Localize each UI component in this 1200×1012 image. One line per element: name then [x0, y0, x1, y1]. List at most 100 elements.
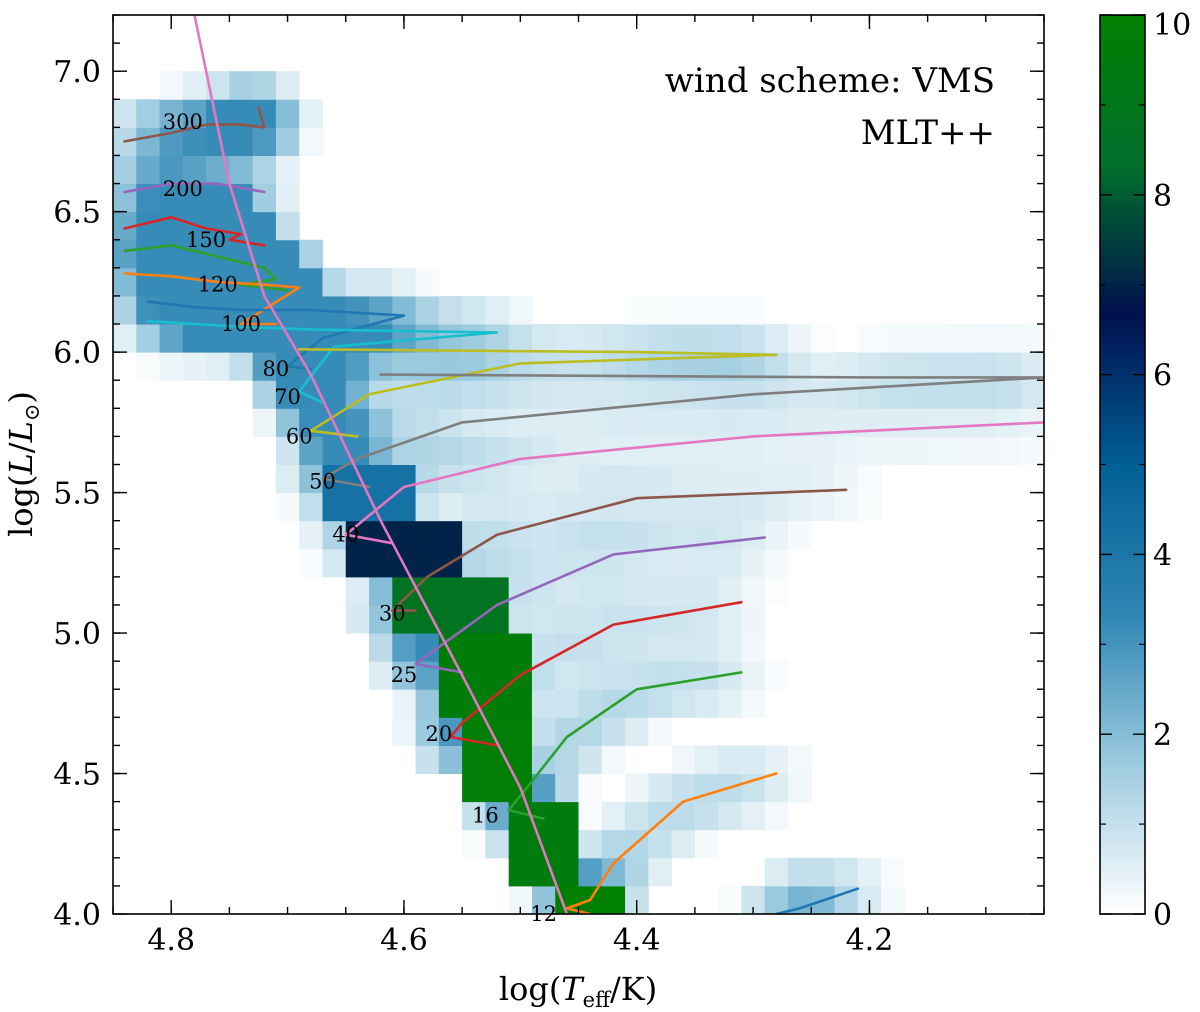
- heatmap-cell: [206, 99, 230, 128]
- heatmap-cell: [182, 352, 207, 381]
- heatmap-cell: [625, 576, 649, 606]
- track-20: [449, 600, 743, 747]
- heatmap-cell: [625, 885, 649, 914]
- heatmap-cell: [508, 464, 533, 494]
- heatmap-cell: [369, 576, 393, 606]
- heatmap-cell: [834, 492, 859, 522]
- heatmap-cell: [485, 576, 510, 606]
- heatmap-cell: [438, 661, 463, 690]
- heatmap-cell: [531, 661, 556, 690]
- heatmap-cell: [718, 548, 742, 578]
- heatmap-cell: [648, 829, 673, 859]
- heatmap-cell: [904, 352, 929, 381]
- heatmap-cell: [1020, 436, 1044, 465]
- track-80: [146, 300, 406, 371]
- heatmap-cell: [718, 745, 742, 775]
- heatmap-cell: [159, 183, 184, 213]
- heatmap-cell: [578, 801, 603, 831]
- heatmap-cell: [694, 801, 719, 831]
- heatmap-cell: [625, 689, 649, 718]
- heatmap-cell: [601, 829, 626, 859]
- heatmap-cell: [857, 492, 882, 522]
- heatmap-cell: [531, 801, 556, 831]
- heatmap-cell: [671, 324, 696, 353]
- heatmap-cell: [485, 661, 510, 690]
- heatmap-cell: [671, 661, 696, 690]
- x-tick-label: 4.4: [613, 923, 661, 958]
- heatmap-cell: [438, 352, 463, 381]
- heatmap-cell: [881, 408, 905, 437]
- heatmap-cell: [415, 604, 440, 634]
- mass-label-25: 25: [391, 663, 418, 687]
- heatmap-cell: [275, 464, 300, 494]
- heatmap-cell: [369, 464, 393, 494]
- heatmap-cell: [369, 408, 393, 437]
- mass-label-60: 60: [286, 424, 313, 448]
- x-tick-label: 4.2: [846, 923, 894, 958]
- heatmap-cell: [299, 267, 323, 297]
- heatmap-cell: [811, 436, 836, 465]
- heatmap-cell: [718, 689, 742, 718]
- heatmap-cell: [694, 464, 719, 494]
- heatmap-cell: [136, 183, 161, 213]
- heatmap-cell: [857, 352, 882, 381]
- mass-label-120: 120: [198, 273, 238, 297]
- heatmap-cell: [113, 239, 137, 269]
- heatmap-cell: [764, 408, 789, 437]
- heatmap-cell: [462, 436, 486, 465]
- heatmap-cell: [834, 885, 859, 914]
- heatmap-cell: [671, 689, 696, 718]
- heatmap-cell: [601, 520, 626, 550]
- colorbar-tick-label: 4: [1153, 538, 1172, 573]
- heatmap-cell: [392, 717, 417, 746]
- heatmap-cell: [462, 717, 486, 746]
- heatmap-cell: [694, 324, 719, 353]
- heatmap-cell: [252, 352, 277, 381]
- mass-label-70: 70: [274, 385, 301, 409]
- heatmap-cell: [252, 408, 277, 437]
- heatmap-cell: [555, 661, 579, 690]
- heatmap-cell: [322, 492, 347, 522]
- heatmap-cell: [811, 857, 836, 887]
- heatmap-cell: [718, 633, 742, 662]
- heatmap-cell: [113, 155, 137, 185]
- heatmap-cell: [113, 183, 137, 213]
- heatmap-cell: [508, 689, 533, 718]
- heatmap-cell: [508, 520, 533, 550]
- heatmap-cell: [648, 408, 673, 437]
- heatmap-cell: [671, 829, 696, 859]
- heatmap-cell: [671, 576, 696, 606]
- heatmap-cell: [462, 773, 486, 803]
- heatmap-cell: [531, 689, 556, 718]
- track-70: [146, 319, 499, 404]
- heatmap-cell: [438, 380, 463, 409]
- heatmap-cell: [625, 548, 649, 578]
- heatmap-cell: [438, 492, 463, 522]
- heatmap-cell: [392, 324, 417, 353]
- heatmap-cell: [531, 352, 556, 381]
- heatmap-cell: [718, 324, 742, 353]
- heatmap-cell: [834, 380, 859, 409]
- heatmap-cell: [671, 604, 696, 634]
- heatmap-cell: [206, 295, 230, 325]
- heatmap-cell: [531, 576, 556, 606]
- heatmap-cell: [578, 324, 603, 353]
- heatmap-cell: [462, 829, 486, 859]
- heatmap-cell: [927, 380, 952, 409]
- heatmap-cell: [648, 436, 673, 465]
- heatmap-cell: [764, 352, 789, 381]
- heatmap-cell: [904, 324, 929, 353]
- heatmap-cell: [741, 492, 766, 522]
- track-300: [123, 106, 266, 143]
- heatmap-cell: [718, 408, 742, 437]
- colorbar-tick-label: 0: [1153, 898, 1172, 933]
- heatmap-cell: [206, 127, 230, 156]
- heatmap-cell: [159, 239, 184, 269]
- heatmap-cell: [206, 183, 230, 213]
- heatmap-cell: [531, 380, 556, 409]
- heatmap-cell: [438, 604, 463, 634]
- heatmap-cell: [648, 548, 673, 578]
- heatmap-cell: [974, 352, 998, 381]
- heatmap-cell: [555, 436, 579, 465]
- heatmap-cell: [252, 380, 277, 409]
